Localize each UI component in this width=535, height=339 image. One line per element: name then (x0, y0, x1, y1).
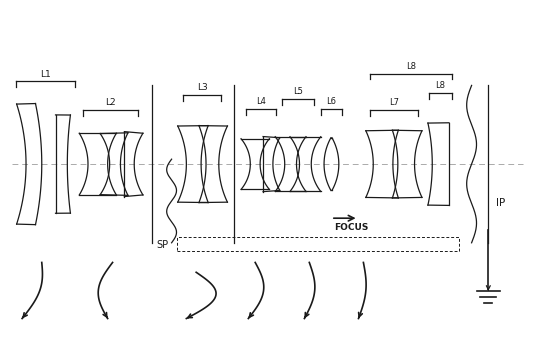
Text: IP: IP (496, 198, 506, 208)
Text: L8: L8 (435, 81, 446, 90)
Bar (177, 237, 459, 251)
Text: FOCUS: FOCUS (334, 223, 368, 232)
Text: L3: L3 (197, 83, 208, 92)
Text: L4: L4 (256, 97, 266, 106)
Text: L1: L1 (40, 69, 51, 79)
Text: L8: L8 (406, 62, 416, 71)
Text: L2: L2 (105, 98, 116, 107)
Text: L6: L6 (326, 97, 337, 106)
Text: L5: L5 (293, 87, 303, 96)
Text: L7: L7 (389, 98, 399, 107)
Text: SP: SP (157, 240, 169, 250)
